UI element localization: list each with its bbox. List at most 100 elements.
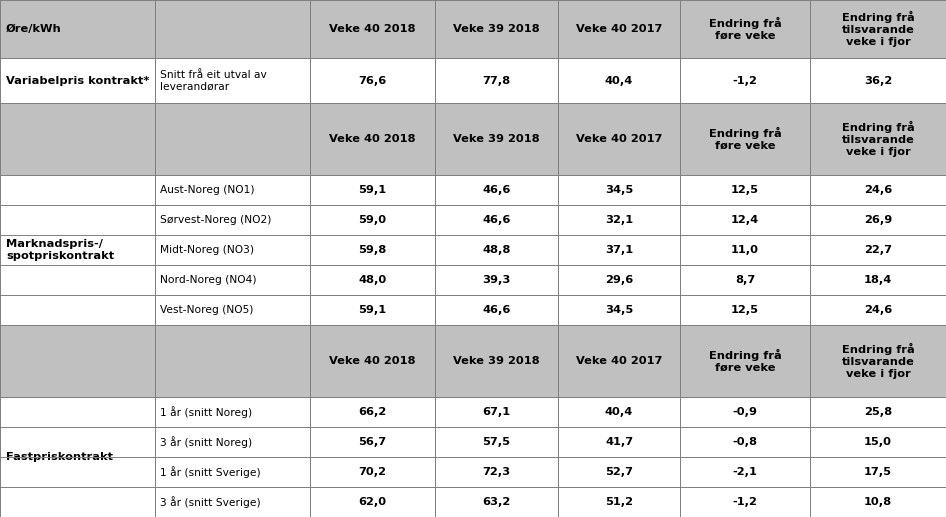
Bar: [558, 427, 680, 457]
Bar: [558, 397, 680, 427]
Text: -1,2: -1,2: [732, 75, 758, 85]
Text: 24,6: 24,6: [864, 305, 892, 315]
Bar: [558, 295, 680, 325]
Bar: [310, 295, 435, 325]
Text: 26,9: 26,9: [864, 215, 892, 225]
Bar: [0, 397, 155, 517]
Text: 12,5: 12,5: [731, 305, 759, 315]
Text: 24,6: 24,6: [864, 185, 892, 195]
Bar: [310, 265, 435, 295]
Bar: [310, 427, 435, 457]
Text: 17,5: 17,5: [864, 467, 892, 477]
Bar: [155, 427, 310, 457]
Text: 59,8: 59,8: [359, 245, 387, 255]
Bar: [310, 325, 435, 397]
Text: 46,6: 46,6: [482, 185, 511, 195]
Bar: [810, 295, 946, 325]
Bar: [310, 457, 435, 487]
Bar: [155, 487, 310, 517]
Text: 15,0: 15,0: [864, 437, 892, 447]
Bar: [435, 103, 558, 175]
Bar: [435, 457, 558, 487]
Bar: [0, 0, 155, 58]
Text: Øre/kWh: Øre/kWh: [6, 24, 61, 34]
Bar: [155, 325, 310, 397]
Bar: [810, 235, 946, 265]
Text: Veke 40 2017: Veke 40 2017: [576, 134, 662, 144]
Bar: [0, 58, 155, 103]
Text: Nord-Noreg (NO4): Nord-Noreg (NO4): [160, 275, 256, 285]
Text: Veke 39 2018: Veke 39 2018: [453, 134, 540, 144]
Bar: [310, 103, 435, 175]
Text: Veke 40 2018: Veke 40 2018: [329, 356, 415, 366]
Bar: [155, 457, 310, 487]
Bar: [155, 103, 310, 175]
Bar: [810, 487, 946, 517]
Text: Aust-Noreg (NO1): Aust-Noreg (NO1): [160, 185, 254, 195]
Text: Endring frå
tilsvarande
veke i fjor: Endring frå tilsvarande veke i fjor: [842, 343, 915, 378]
Bar: [435, 427, 558, 457]
Text: Vest-Noreg (NO5): Vest-Noreg (NO5): [160, 305, 254, 315]
Text: 11,0: 11,0: [731, 245, 759, 255]
Bar: [310, 175, 435, 205]
Bar: [680, 325, 810, 397]
Text: Veke 40 2018: Veke 40 2018: [329, 24, 415, 34]
Text: 10,8: 10,8: [864, 497, 892, 507]
Text: 1 år (snitt Noreg): 1 år (snitt Noreg): [160, 406, 253, 418]
Bar: [155, 397, 310, 427]
Text: 63,2: 63,2: [482, 497, 511, 507]
Bar: [558, 103, 680, 175]
Text: 77,8: 77,8: [482, 75, 511, 85]
Text: 46,6: 46,6: [482, 305, 511, 315]
Bar: [680, 397, 810, 427]
Text: 51,2: 51,2: [605, 497, 633, 507]
Bar: [680, 175, 810, 205]
Bar: [810, 397, 946, 427]
Text: 34,5: 34,5: [604, 305, 633, 315]
Text: Midt-Noreg (NO3): Midt-Noreg (NO3): [160, 245, 254, 255]
Bar: [435, 235, 558, 265]
Bar: [310, 0, 435, 58]
Bar: [435, 0, 558, 58]
Bar: [680, 205, 810, 235]
Text: 59,1: 59,1: [359, 305, 387, 315]
Bar: [155, 295, 310, 325]
Bar: [680, 457, 810, 487]
Bar: [435, 325, 558, 397]
Bar: [558, 235, 680, 265]
Bar: [310, 58, 435, 103]
Text: 59,1: 59,1: [359, 185, 387, 195]
Text: 8,7: 8,7: [735, 275, 755, 285]
Text: Marknadspris-/
spotpriskontrakt: Marknadspris-/ spotpriskontrakt: [6, 239, 114, 261]
Bar: [810, 427, 946, 457]
Bar: [680, 427, 810, 457]
Text: Endring frå
føre veke: Endring frå føre veke: [709, 127, 781, 151]
Text: 52,7: 52,7: [605, 467, 633, 477]
Text: 40,4: 40,4: [604, 407, 633, 417]
Bar: [680, 0, 810, 58]
Text: 3 år (snitt Sverige): 3 år (snitt Sverige): [160, 496, 261, 508]
Bar: [680, 295, 810, 325]
Bar: [558, 205, 680, 235]
Text: 46,6: 46,6: [482, 215, 511, 225]
Bar: [558, 457, 680, 487]
Bar: [810, 205, 946, 235]
Text: Snitt frå eit utval av
leverandørar: Snitt frå eit utval av leverandørar: [160, 70, 267, 92]
Bar: [310, 235, 435, 265]
Bar: [810, 325, 946, 397]
Text: Sørvest-Noreg (NO2): Sørvest-Noreg (NO2): [160, 215, 272, 225]
Bar: [680, 265, 810, 295]
Bar: [810, 103, 946, 175]
Text: Endring frå
føre veke: Endring frå føre veke: [709, 17, 781, 41]
Text: 57,5: 57,5: [482, 437, 511, 447]
Bar: [155, 265, 310, 295]
Text: 72,3: 72,3: [482, 467, 511, 477]
Text: 36,2: 36,2: [864, 75, 892, 85]
Bar: [0, 325, 155, 397]
Bar: [680, 487, 810, 517]
Text: -0,8: -0,8: [732, 437, 758, 447]
Text: 29,6: 29,6: [604, 275, 633, 285]
Text: 12,5: 12,5: [731, 185, 759, 195]
Text: Endring frå
tilsvarande
veke i fjor: Endring frå tilsvarande veke i fjor: [842, 121, 915, 157]
Bar: [155, 235, 310, 265]
